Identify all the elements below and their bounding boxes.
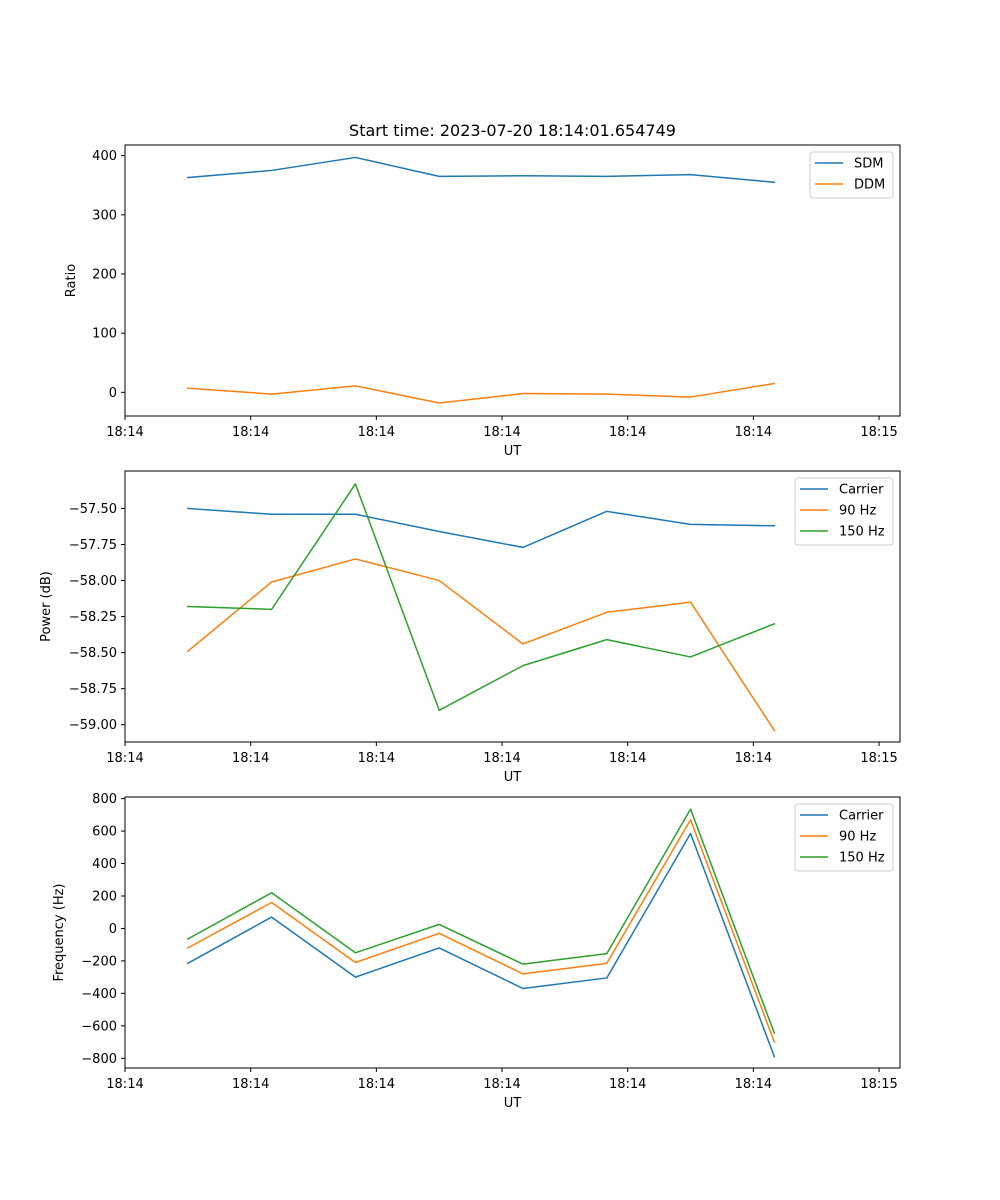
x-tick-label: 18:14: [232, 751, 269, 766]
legend-box: [794, 803, 894, 872]
legend-label-carrier: Carrier: [839, 809, 884, 824]
y-tick-label: −58.00: [69, 574, 117, 589]
y-tick-label: −58.75: [69, 682, 117, 697]
y-tick-label: −200: [81, 954, 117, 969]
series-line-150-hz: [186, 808, 776, 1035]
series-line-carrier: [187, 507, 776, 549]
y-tick-label: 300: [92, 208, 117, 223]
x-axis-label: UT: [504, 444, 522, 459]
legend-label-carrier: Carrier: [839, 483, 884, 498]
legend: Carrier 90 Hz 150 Hz: [794, 477, 894, 546]
y-tick-label: 400: [92, 857, 117, 872]
x-tick-label: 18:14: [483, 1077, 520, 1092]
x-tick-label: 18:14: [735, 425, 772, 440]
y-tick-label: 200: [92, 889, 117, 904]
y-tick-label: 0: [109, 386, 117, 401]
legend-label-sdm: SDM: [854, 157, 883, 172]
plot-frame: [124, 796, 901, 1069]
x-tick-label: 18:14: [106, 1077, 143, 1092]
y-tick-label: −400: [81, 987, 117, 1002]
x-tick-label: 18:14: [609, 751, 646, 766]
legend: SDM DDM: [809, 151, 894, 199]
x-tick-label: 18:14: [358, 1077, 395, 1092]
x-axis-label: UT: [504, 770, 522, 785]
y-tick-label: 400: [92, 149, 117, 164]
series-line-90-hz: [186, 818, 776, 1044]
subplot-3: 18:14 18:14 18:14 18:14 18:14 18:14 18:15 −800 −…: [52, 792, 901, 1111]
plot-frame: [124, 470, 901, 743]
y-tick-label: 600: [92, 825, 117, 840]
series-line-sdm: [187, 156, 776, 184]
legend-label-ddm: DDM: [854, 178, 885, 193]
x-tick-label: 18:14: [358, 425, 395, 440]
x-tick-label: 18:14: [483, 425, 520, 440]
series-line-carrier: [186, 832, 776, 1058]
y-tick-label: −800: [81, 1052, 117, 1067]
y-axis-label: Frequency (Hz): [52, 883, 67, 981]
y-axis-label: Ratio: [64, 264, 79, 297]
legend: Carrier 90 Hz 150 Hz: [794, 803, 894, 872]
x-tick-label: 18:15: [860, 751, 897, 766]
y-tick-label: −58.50: [69, 646, 117, 661]
legend-label-150-hz: 150 Hz: [839, 525, 885, 540]
x-tick-label: 18:15: [860, 425, 897, 440]
series-line-90-hz: [186, 558, 776, 732]
series-line-150-hz: [187, 483, 776, 712]
y-tick-label: −58.25: [69, 610, 117, 625]
x-tick-label: 18:14: [358, 751, 395, 766]
x-tick-label: 18:14: [483, 751, 520, 766]
subplot-2: 18:14 18:14 18:14 18:14 18:14 18:14 18:15 −59.0…: [39, 470, 901, 785]
x-axis-label: UT: [504, 1096, 522, 1111]
y-tick-label: −59.00: [69, 718, 117, 733]
legend-box: [794, 477, 894, 546]
x-tick-label: 18:14: [106, 751, 143, 766]
legend-label-150-hz: 150 Hz: [839, 851, 885, 866]
y-tick-label: 100: [92, 327, 117, 342]
x-tick-label: 18:14: [232, 425, 269, 440]
y-tick-label: 200: [92, 267, 117, 282]
y-tick-label: 800: [92, 792, 117, 807]
y-tick-label: 0: [109, 922, 117, 937]
x-tick-label: 18:14: [232, 1077, 269, 1092]
x-tick-label: 18:14: [609, 425, 646, 440]
x-tick-label: 18:14: [609, 1077, 646, 1092]
y-tick-label: −600: [81, 1019, 117, 1034]
legend-label-90-hz: 90 Hz: [839, 830, 876, 845]
plot-frame: [124, 144, 901, 417]
subplot-1: 18:14 18:14 18:14 18:14 18:14 18:14 18:15 0 100 2…: [64, 144, 901, 459]
x-tick-label: 18:15: [860, 1077, 897, 1092]
legend-label-90-hz: 90 Hz: [839, 504, 876, 519]
x-tick-label: 18:14: [106, 425, 143, 440]
x-tick-label: 18:14: [735, 751, 772, 766]
series-line-ddm: [187, 382, 776, 404]
chart-title: Start time: 2023-07-20 18:14:01.654749: [349, 121, 676, 140]
y-axis-label: Power (dB): [39, 571, 54, 642]
y-tick-label: −57.75: [69, 538, 117, 553]
x-tick-label: 18:14: [735, 1077, 772, 1092]
y-tick-label: −57.50: [69, 502, 117, 517]
